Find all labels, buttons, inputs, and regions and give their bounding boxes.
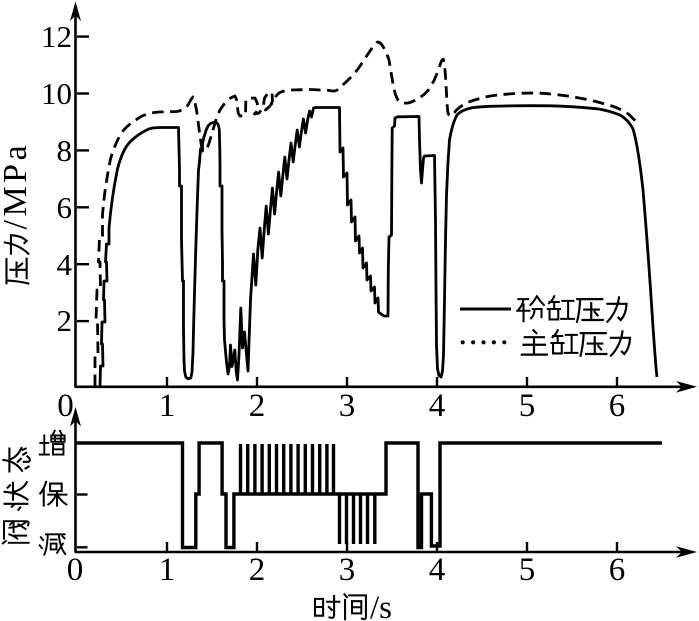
svg-text:2: 2 — [249, 388, 266, 424]
svg-text:6: 6 — [609, 388, 626, 424]
svg-text:2: 2 — [249, 552, 266, 588]
svg-text:0: 0 — [67, 552, 84, 588]
svg-text:/MPa: /MPa — [0, 142, 34, 230]
svg-text:0: 0 — [57, 388, 74, 424]
svg-text:8: 8 — [57, 133, 73, 168]
svg-text:1: 1 — [159, 552, 176, 588]
svg-text:12: 12 — [41, 19, 72, 54]
svg-text:3: 3 — [339, 552, 356, 588]
svg-text:/s: /s — [370, 590, 392, 621]
svg-text:1: 1 — [159, 388, 176, 424]
svg-text:10: 10 — [41, 76, 72, 111]
svg-text:6: 6 — [609, 552, 626, 588]
svg-text:2: 2 — [57, 303, 73, 338]
svg-text:6: 6 — [57, 190, 73, 225]
svg-text:5: 5 — [519, 552, 536, 588]
svg-text:4: 4 — [429, 388, 446, 424]
svg-text:5: 5 — [519, 388, 536, 424]
svg-text:4: 4 — [429, 552, 446, 588]
svg-text:3: 3 — [339, 388, 356, 424]
svg-text:4: 4 — [57, 247, 73, 282]
